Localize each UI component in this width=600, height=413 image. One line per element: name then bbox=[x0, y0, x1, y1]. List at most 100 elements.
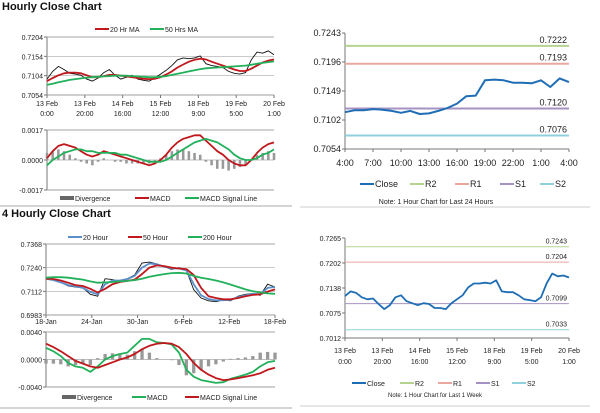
divergence-bar bbox=[267, 151, 270, 160]
divergence-bar bbox=[62, 151, 66, 160]
divergence-bar bbox=[142, 160, 145, 164]
legend-label: S1 bbox=[515, 179, 526, 189]
divergence-bar bbox=[273, 352, 277, 360]
divergence-bar bbox=[102, 158, 106, 160]
y-tick-label: 0.7204 bbox=[22, 35, 44, 42]
y-tick-label: -0.0017 bbox=[19, 188, 43, 195]
legend-label: 50 Hour bbox=[143, 235, 169, 242]
divergence-bar bbox=[59, 359, 63, 365]
y-tick-label: 0.7054 bbox=[22, 93, 44, 100]
y-tick-label: 0.7240 bbox=[21, 266, 43, 273]
divergence-bar bbox=[73, 359, 78, 365]
x-tick-label: 12-Feb bbox=[218, 319, 240, 326]
divergence-bar bbox=[229, 358, 233, 360]
chart-note: Note: 1 Hour Chart for Last 24 Hours bbox=[379, 199, 494, 206]
x-tick-label: 15 Feb bbox=[446, 348, 468, 355]
divergence-bar bbox=[130, 160, 134, 164]
x-tick-label: 1:00 bbox=[562, 359, 576, 366]
x-tick-label: 15 Feb bbox=[150, 101, 172, 108]
y-tick-label: 0.7243 bbox=[313, 28, 341, 38]
divergence-bar bbox=[118, 354, 122, 360]
divergence-bar bbox=[44, 359, 48, 364]
divergence-bar bbox=[103, 354, 107, 360]
divergence-bar bbox=[91, 160, 94, 166]
divergence-bar bbox=[88, 359, 92, 365]
series-macd bbox=[46, 134, 275, 167]
legend-label: Close bbox=[367, 381, 385, 388]
divergence-bar bbox=[153, 160, 157, 162]
series-macd-signal-line bbox=[46, 137, 275, 166]
x-tick-label: 6-Feb bbox=[174, 319, 192, 326]
chart-hourly-macd: 0.0017 0.0000 -0.0017 Divergence MACD MACD Si… bbox=[19, 128, 276, 203]
x-tick-label: 19 Feb bbox=[521, 348, 543, 355]
x-tick-label: 30-Jan bbox=[127, 319, 149, 326]
y-tick-label: 0.7202 bbox=[320, 261, 342, 268]
divergence-bar bbox=[221, 359, 225, 362]
divergence-bar bbox=[96, 358, 100, 360]
legend-label: R1 bbox=[453, 381, 462, 388]
x-tick-label: 16:00 bbox=[446, 158, 469, 168]
series-50-hour bbox=[45, 264, 276, 301]
x-tick-label: 0:00 bbox=[338, 359, 352, 366]
series-20-hour bbox=[45, 262, 276, 302]
legend-label: MACD bbox=[150, 196, 171, 203]
divergence-bar bbox=[74, 158, 77, 160]
x-tick-label: 20:00 bbox=[374, 359, 392, 366]
divergence-bar bbox=[45, 152, 49, 160]
divergence-bar bbox=[51, 359, 56, 364]
x-tick-label: 12:00 bbox=[448, 359, 466, 366]
y-tick-label: 0.7149 bbox=[313, 86, 341, 96]
level-label-s1: 0.7120 bbox=[539, 97, 567, 107]
divergence-bar bbox=[206, 359, 211, 367]
level-label-s1: 0.7099 bbox=[546, 296, 568, 303]
x-tick-label: 24-Jan bbox=[81, 319, 103, 326]
x-tick-label: 20 Feb bbox=[263, 101, 285, 108]
divergence-bar bbox=[199, 359, 203, 370]
y-tick-label: 0.0017 bbox=[22, 128, 44, 135]
divergence-bar bbox=[176, 149, 179, 160]
series-macd-signal-line bbox=[45, 342, 276, 382]
x-tick-label: 10:00 bbox=[390, 158, 413, 168]
chart-hourly-24h: 0.7243 0.7196 0.7149 0.7102 0.7054 4:00 7:00 10… bbox=[313, 28, 577, 206]
divergence-bar bbox=[125, 160, 128, 164]
x-tick-label: 9:00 bbox=[488, 359, 502, 366]
divergence-bar bbox=[261, 152, 264, 160]
divergence-bar bbox=[169, 359, 174, 361]
divergence-bar bbox=[181, 149, 185, 160]
x-tick-label: 1:00 bbox=[532, 158, 550, 168]
x-tick-label: 20:00 bbox=[76, 111, 94, 118]
x-tick-label: 14 Feb bbox=[112, 101, 134, 108]
divergence-bar bbox=[210, 160, 213, 166]
legend-label: S1 bbox=[491, 381, 500, 388]
divergence-bar bbox=[187, 151, 191, 160]
legend-label: R2 bbox=[415, 381, 424, 388]
divergence-bar bbox=[96, 160, 100, 162]
divergence-bar bbox=[258, 352, 262, 360]
legend-label: 200 Hour bbox=[203, 235, 232, 242]
legend-label: Close bbox=[375, 179, 398, 189]
x-tick-label: 16:00 bbox=[114, 111, 132, 118]
divergence-bar bbox=[113, 160, 117, 162]
y-tick-label: 0.7112 bbox=[21, 289, 42, 296]
y-tick-label: 0.7138 bbox=[320, 286, 342, 293]
series-macd bbox=[45, 337, 276, 384]
y-tick-label: 0.7196 bbox=[313, 57, 341, 67]
x-tick-label: 18 Feb bbox=[483, 348, 505, 355]
divergence-bar bbox=[193, 152, 196, 160]
x-tick-label: 5:00 bbox=[229, 111, 243, 118]
divergence-bar bbox=[198, 154, 202, 160]
divergence-bar bbox=[51, 151, 54, 160]
x-tick-label: 18-Jan bbox=[35, 319, 57, 326]
divergence-bar bbox=[221, 160, 225, 169]
legend-label: MACD Signal Line bbox=[200, 196, 257, 203]
x-tick-label: 22:00 bbox=[502, 158, 525, 168]
y-tick-label: 0.0000 bbox=[22, 158, 44, 165]
divergence-bar bbox=[177, 359, 181, 365]
divergence-bar bbox=[227, 160, 230, 171]
y-tick-label: 0.6983 bbox=[21, 313, 43, 320]
level-label-r2: 0.7222 bbox=[539, 35, 567, 45]
divergence-bar bbox=[132, 351, 137, 360]
y-tick-label: 0.0040 bbox=[21, 330, 43, 337]
x-tick-label: 13 Feb bbox=[36, 101, 58, 108]
level-label-s2: 0.7076 bbox=[539, 124, 567, 134]
